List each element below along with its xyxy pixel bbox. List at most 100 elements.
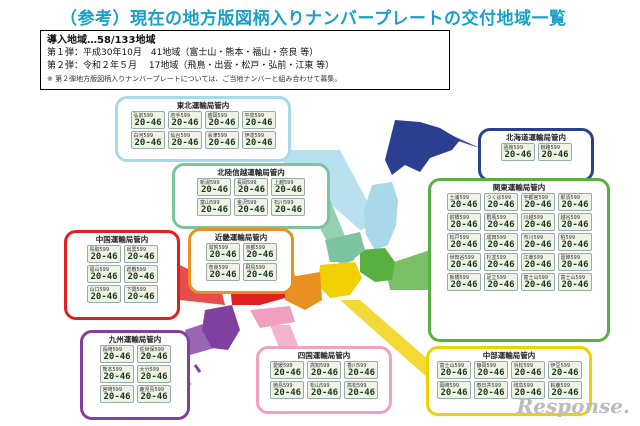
license-plate: 石川599 20-46 (271, 198, 305, 216)
region-label: 九州運輸局管内 (108, 335, 162, 344)
plate-number: 20-46 (561, 260, 589, 270)
plate-number: 20-46 (450, 260, 478, 270)
plate-number: 20-46 (477, 388, 505, 398)
plate-city: 柏599 (560, 235, 576, 241)
plate-city: 岡崎599 (439, 383, 460, 389)
region-chubu: 中部運輸局管内 富士山599 20-46 静岡599 20-46 浜松599 20-46 伊… (426, 346, 592, 416)
plate-city: 鳥取599 (89, 247, 110, 253)
plate-city: 岩手599 (170, 113, 191, 119)
region-kanto: 関東運輸局管内 土浦599 20-46 つくば599 20-46 宇都宮599 20-46… (428, 178, 610, 342)
license-plate: 江東599 20-46 (520, 253, 555, 271)
license-plate: 香川599 20-46 (344, 361, 378, 379)
plate-city: 富士山599 (523, 275, 549, 281)
plate-grid: 函館599 20-46 釧路599 20-46 (481, 143, 591, 161)
plate-city: 足立599 (486, 275, 507, 281)
plate-number: 20-46 (201, 185, 229, 195)
response-logo: Response. (516, 394, 630, 418)
license-plate: 出雲599 20-46 (123, 245, 158, 263)
license-plate: 葛飾599 20-46 (557, 253, 592, 271)
plate-number: 20-46 (140, 372, 168, 382)
plate-number: 20-46 (561, 240, 589, 250)
plate-number: 20-46 (134, 138, 162, 148)
plate-city: 弘前599 (133, 113, 154, 119)
plate-city: 浜松599 (513, 363, 534, 369)
plate-number: 20-46 (487, 240, 515, 250)
plate-city: 世田谷599 (449, 255, 475, 261)
plate-number: 20-46 (450, 220, 478, 230)
plate-number: 20-46 (348, 368, 376, 378)
region-kyushu: 九州運輸局管内 長崎599 20-46 佐世保599 20-46 熊本599 20-46 大… (80, 330, 190, 420)
plate-number: 20-46 (450, 200, 478, 210)
plate-grid: 長崎599 20-46 佐世保599 20-46 熊本599 20-46 大分599 20-4… (83, 345, 187, 403)
plate-city: 松戸599 (449, 235, 470, 241)
plate-city: 京都599 (245, 245, 266, 251)
plate-city: 長崎599 (102, 347, 123, 353)
license-plate: 下関599 20-46 (123, 285, 158, 303)
license-plate: 岐阜599 20-46 (510, 381, 545, 399)
license-plate: 静岡599 20-46 (473, 361, 508, 379)
plate-number: 20-46 (245, 118, 273, 128)
plate-city: 釧路599 (540, 145, 561, 151)
plate-city: 伊豆599 (550, 363, 571, 369)
plate-city: 出雲599 (126, 247, 147, 253)
plate-city: 下関599 (126, 287, 147, 293)
info-line-2: 第２弾：令和２年５月 17地域（飛鳥・出雲・松戸・弘前・江東 等） (47, 61, 335, 71)
region-label: 東北運輸局管内 (176, 101, 230, 110)
plate-number: 20-46 (450, 240, 478, 250)
plate-number: 20-46 (208, 118, 236, 128)
license-plate: 徳島599 20-46 (270, 381, 304, 399)
plate-number: 20-46 (440, 368, 468, 378)
license-plate: 佐世保599 20-46 (136, 345, 171, 363)
plate-number: 20-46 (208, 138, 236, 148)
license-plate: 山口599 20-46 (86, 285, 121, 303)
plate-city: 市川599 (523, 235, 544, 241)
license-plate: 弘前599 20-46 (130, 111, 165, 129)
plate-number: 20-46 (487, 280, 515, 290)
plate-city: 伊達599 (244, 133, 265, 139)
plate-city: 金沢599 (237, 200, 257, 206)
kanto-shape (360, 248, 395, 282)
plate-number: 20-46 (477, 368, 505, 378)
plate-number: 20-46 (127, 272, 155, 282)
plate-city: 土浦599 (449, 195, 470, 201)
page-title: （参考）現在の地方版図柄入りナンバープレートの交付地域一覧 (60, 9, 567, 29)
license-plate: 金沢599 20-46 (234, 198, 268, 216)
hokuriku-shape (325, 232, 365, 262)
license-plate: 上越599 20-46 (271, 178, 305, 196)
license-plate: 那須599 20-46 (557, 193, 592, 211)
plate-number: 20-46 (514, 388, 542, 398)
license-plate: 宇都宮599 20-46 (520, 193, 555, 211)
plate-number: 20-46 (103, 392, 131, 402)
license-plate: 愛媛599 20-46 (270, 361, 304, 379)
license-plate: 仙台599 20-46 (167, 131, 202, 149)
plate-city: 葛飾599 (560, 255, 581, 261)
license-plate: 岡崎599 20-46 (436, 381, 471, 399)
region-label: 四国運輸局管内 (297, 351, 351, 360)
plate-number: 20-46 (514, 368, 542, 378)
plate-number: 20-46 (201, 205, 229, 215)
plate-number: 20-46 (238, 185, 266, 195)
plate-number: 20-46 (551, 368, 579, 378)
license-plate: 函館599 20-46 (500, 143, 535, 161)
chubu-shape (318, 262, 362, 298)
region-shikoku: 四国運輸局管内 愛媛599 20-46 高知599 20-46 香川599 20-46 徳島… (256, 346, 392, 414)
plate-city: 前橋599 (449, 215, 470, 221)
license-plate: 京都599 20-46 (242, 243, 277, 261)
plate-city: 大分599 (139, 367, 160, 373)
plate-city: 佐世保599 (139, 347, 165, 353)
plate-grid: 弘前599 20-46 岩手599 20-46 盛岡599 20-46 平泉599 20-46… (118, 111, 288, 149)
kinki-shape (285, 272, 322, 310)
license-plate: 伊豆599 20-46 (547, 361, 582, 379)
region-label: 中国運輸局管内 (95, 235, 149, 244)
license-plate: 松山599 20-46 (307, 381, 341, 399)
plate-city: 越谷599 (560, 215, 581, 221)
plate-grid: 富士山599 20-46 静岡599 20-46 浜松599 20-46 伊豆599 20-4… (429, 361, 589, 399)
plate-city: 熊本599 (102, 367, 123, 373)
plate-number: 20-46 (209, 270, 237, 280)
license-plate: 倉敷599 20-46 (123, 265, 158, 283)
kyushu-shape (202, 305, 240, 350)
license-plate: 越谷599 20-46 (557, 213, 592, 231)
plate-city: 宇都宮599 (523, 195, 549, 201)
plate-number: 20-46 (551, 388, 579, 398)
license-plate: 岩手599 20-46 (167, 111, 202, 129)
